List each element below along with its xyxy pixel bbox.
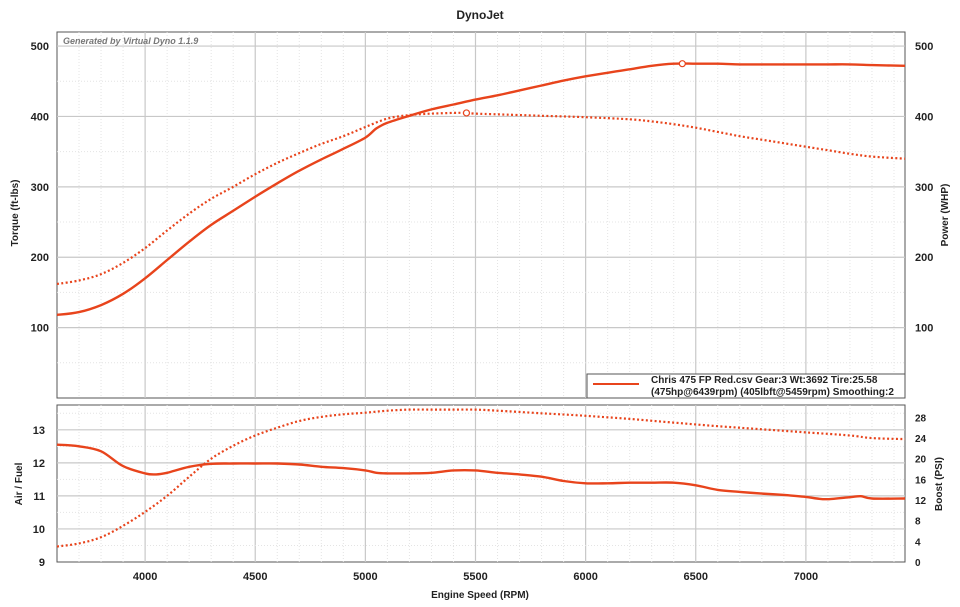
torque-tick-label: 200 [31,252,49,264]
x-tick-label: 4500 [243,571,267,583]
legend-line-2: (475hp@6439rpm) (405lbft@5459rpm) Smooth… [651,387,894,398]
lower-plot-area [56,404,906,563]
watermark: Generated by Virtual Dyno 1.1.9 [63,36,198,46]
afr-tick-label: 9 [39,557,45,569]
x-axis-label: Engine Speed (RPM) [431,590,529,601]
x-axis-ticks: 4000 4500 5000 5500 6000 6500 7000 [133,571,818,583]
x-tick-label: 6000 [573,571,597,583]
x-tick-label: 5500 [463,571,487,583]
afr-axis-label: Air / Fuel [14,462,25,505]
afr-tick-label: 10 [33,524,45,536]
x-tick-label: 7000 [794,571,818,583]
upper-ticks: 100 200 300 400 500 100 200 300 400 500 [31,41,934,335]
x-tick-label: 4000 [133,571,157,583]
upper-plot-area [56,31,906,399]
legend-line-1: Chris 475 FP Red.csv Gear:3 Wt:3692 Tire… [651,375,878,386]
boost-tick-label: 0 [915,558,921,569]
afr-curve [56,443,906,501]
power-tick-label: 200 [915,252,933,264]
boost-tick-label: 24 [915,434,927,445]
boost-tick-label: 12 [915,496,927,507]
lower-lines [56,408,906,548]
torque-tick-label: 500 [31,41,49,53]
boost-curve [56,408,906,548]
torque-peak-marker [462,109,471,117]
boost-tick-label: 4 [915,537,921,548]
boost-tick-label: 28 [915,413,927,424]
chart-title: DynoJet [456,8,503,22]
torque-tick-label: 300 [31,182,49,194]
afr-tick-label: 12 [33,458,45,470]
boost-axis-label: Boost (PSI) [934,457,945,511]
torque-tick-label: 400 [31,111,49,123]
upper-lines [56,60,906,317]
x-tick-label: 5000 [353,571,377,583]
power-tick-label: 400 [915,111,933,123]
power-axis-label: Power (WHP) [940,184,951,247]
torque-curve [56,111,906,286]
boost-tick-label: 8 [915,517,921,528]
boost-tick-label: 16 [915,475,927,486]
afr-tick-label: 13 [33,425,45,437]
legend: Chris 475 FP Red.csv Gear:3 Wt:3692 Tire… [586,373,906,399]
torque-tick-label: 100 [31,323,49,335]
legend-box [586,373,906,399]
power-tick-label: 300 [915,182,933,194]
power-tick-label: 500 [915,41,933,53]
upper-grid [57,32,905,398]
lower-ticks: 9 10 11 12 13 0 4 8 12 16 20 24 28 [33,413,927,569]
torque-axis-label: Torque (ft-lbs) [10,179,21,246]
power-tick-label: 100 [915,323,933,335]
x-tick-label: 6500 [684,571,708,583]
power-curve [56,62,906,317]
boost-tick-label: 20 [915,455,927,466]
afr-tick-label: 11 [33,491,45,503]
lower-panel: 9 10 11 12 13 0 4 8 12 16 20 24 28 Air / Fuel Boost … [14,404,945,569]
power-peak-marker [678,60,686,68]
upper-panel: 100 200 300 400 500 100 200 300 400 500 Generated… [10,31,951,399]
